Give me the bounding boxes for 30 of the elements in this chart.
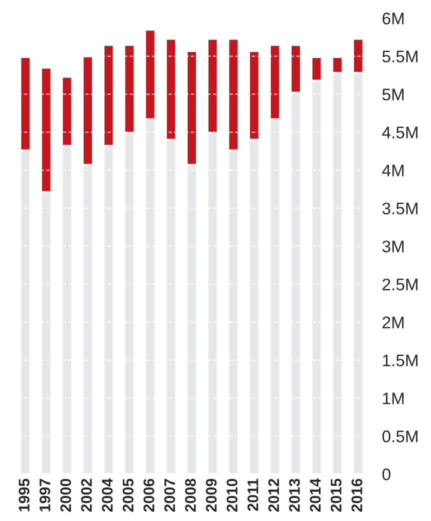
x-tick-label: 2006: [143, 478, 154, 512]
x-tick-label: 2016: [351, 478, 362, 512]
y-tick-label: 4M: [382, 164, 404, 176]
x-tick-label: 2004: [102, 478, 113, 512]
x-tick-label: 2011: [247, 478, 258, 511]
x-tick-label: 2013: [289, 478, 300, 512]
x-tick-label: 2015: [330, 478, 342, 512]
y-tick-label: 2M: [382, 316, 404, 328]
y-tick-label: 2.5M: [382, 278, 418, 290]
y-tick-label: 3.5M: [382, 202, 418, 214]
y-tick-label: 0.5M: [382, 430, 418, 442]
x-tick-label: 2000: [60, 478, 72, 512]
y-tick-label: 4.5M: [382, 126, 418, 138]
x-tick-label: 2009: [206, 478, 217, 512]
y-tick-label: 1.5M: [383, 354, 418, 366]
x-tick-label: 2005: [122, 478, 134, 512]
x-tick-label: 2012: [268, 478, 280, 512]
y-tick-label: 1M: [383, 392, 404, 404]
y-tick-label: 5.5M: [382, 50, 418, 62]
x-tick-label: 2014: [310, 478, 321, 512]
x-tick-label: 1997: [39, 478, 50, 512]
y-tick-label: 3M: [382, 240, 404, 252]
x-tick-label: 2002: [81, 478, 92, 512]
x-tick-label: 2008: [185, 478, 196, 512]
y-tick-label: 0: [382, 468, 390, 480]
x-tick-label: 2007: [164, 478, 176, 512]
x-tick-label: 1995: [18, 478, 30, 512]
x-tick-label: 2010: [226, 478, 238, 512]
y-tick-label: 5M: [382, 88, 404, 100]
y-tick-label: 6M: [382, 12, 404, 24]
